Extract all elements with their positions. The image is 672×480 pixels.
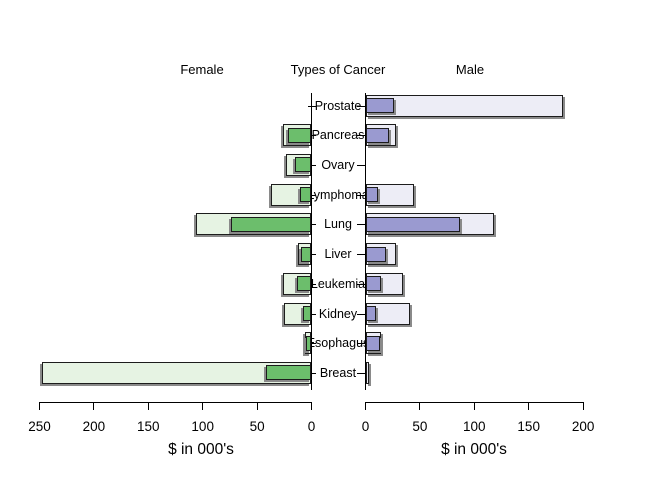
chart-title: Types of Cancer — [290, 62, 386, 77]
category-label-leukemia: Leukemia — [310, 276, 366, 291]
bar-male-inner-kidney — [366, 306, 376, 322]
category-label-ovary: Ovary — [321, 157, 355, 172]
bar-female-inner-lung — [231, 216, 311, 232]
category-tick-right-kidney — [357, 313, 365, 315]
bar-male-inner-lymphoma — [366, 187, 378, 203]
bar-female-inner-leukemia — [297, 276, 311, 292]
left-axis-tick-label-50: 50 — [249, 419, 265, 434]
right-axis-tick-150 — [528, 402, 530, 410]
female-column-header: Female — [180, 62, 224, 77]
right-axis-tick-label-50: 50 — [412, 419, 428, 434]
category-tick-left-lung — [308, 224, 316, 226]
left-axis-tick-label-0: 0 — [307, 419, 316, 434]
bar-female-inner-pancreas — [288, 127, 311, 143]
left-axis-title: $ in 000's — [168, 441, 234, 458]
category-label-kidney: Kidney — [318, 306, 358, 321]
bar-female-inner-lymphoma — [299, 187, 311, 203]
category-tick-left-liver — [308, 254, 316, 256]
category-tick-right-esophagus — [357, 343, 365, 345]
category-tick-left-leukemia — [308, 283, 316, 285]
category-label-prostate: Prostate — [314, 98, 362, 113]
bar-male-outer-breast — [366, 361, 369, 384]
bar-female-inner-esophagus — [306, 335, 311, 351]
category-tick-left-kidney — [308, 313, 316, 315]
bar-male-inner-lung — [366, 216, 460, 232]
category-tick-left-pancreas — [308, 135, 316, 137]
right-axis-title: $ in 000's — [441, 441, 507, 458]
category-tick-left-breast — [308, 372, 316, 374]
right-axis-tick-label-100: 100 — [463, 419, 486, 434]
category-tick-right-pancreas — [357, 135, 365, 137]
bar-female-inner-breast — [266, 365, 311, 381]
bar-female-inner-liver — [301, 246, 311, 262]
female-baseline — [311, 93, 312, 390]
right-axis-tick-50 — [419, 402, 421, 410]
male-column-header: Male — [455, 62, 485, 77]
bar-male-inner-prostate — [366, 98, 395, 113]
left-axis-tick-100 — [202, 402, 204, 410]
left-axis-tick-150 — [147, 402, 149, 410]
category-tick-left-esophagus — [308, 343, 316, 345]
category-tick-left-lymphoma — [308, 194, 316, 196]
category-label-pancreas: Pancreas — [311, 128, 365, 143]
left-axis-tick-label-100: 100 — [191, 419, 214, 434]
category-tick-left-ovary — [308, 164, 316, 166]
right-axis-tick-label-0: 0 — [361, 419, 370, 434]
right-axis-tick-label-200: 200 — [571, 419, 595, 434]
left-axis-tick-250 — [39, 402, 40, 410]
category-tick-right-prostate — [357, 105, 365, 107]
right-axis-tick-200 — [582, 402, 584, 410]
category-label-lymphoma: Lymphoma — [307, 187, 369, 202]
bar-male-inner-liver — [366, 246, 386, 262]
category-tick-right-liver — [357, 254, 365, 256]
left-axis-tick-label-150: 150 — [137, 419, 160, 434]
bar-female-inner-ovary — [294, 157, 311, 173]
category-label-lung: Lung — [324, 217, 352, 232]
category-tick-left-prostate — [308, 105, 316, 107]
right-axis-tick-100 — [473, 402, 475, 410]
bar-male-inner-pancreas — [366, 127, 390, 143]
left-axis-tick-label-250: 250 — [28, 419, 51, 434]
left-axis-tick-50 — [256, 402, 258, 410]
category-tick-right-ovary — [357, 164, 365, 166]
bar-male-inner-leukemia — [366, 276, 382, 292]
male-baseline — [365, 93, 366, 390]
category-tick-right-breast — [357, 372, 365, 374]
left-axis-tick-0 — [311, 402, 312, 410]
left-axis-tick-label-200: 200 — [82, 419, 106, 434]
right-axis-tick-label-150: 150 — [517, 419, 540, 434]
bar-female-inner-kidney — [302, 306, 311, 322]
category-label-liver: Liver — [324, 247, 352, 262]
category-tick-right-lymphoma — [357, 194, 365, 196]
bar-male-inner-esophagus — [366, 335, 380, 351]
category-label-esophagus: Esophagus — [306, 336, 370, 351]
category-tick-right-leukemia — [357, 283, 365, 285]
category-tick-right-lung — [357, 224, 365, 226]
bar-male-outer-prostate — [366, 94, 563, 117]
right-axis-tick-0 — [365, 402, 366, 410]
left-axis-line — [39, 402, 312, 403]
left-axis-tick-200 — [93, 402, 95, 410]
category-label-breast: Breast — [319, 365, 357, 380]
